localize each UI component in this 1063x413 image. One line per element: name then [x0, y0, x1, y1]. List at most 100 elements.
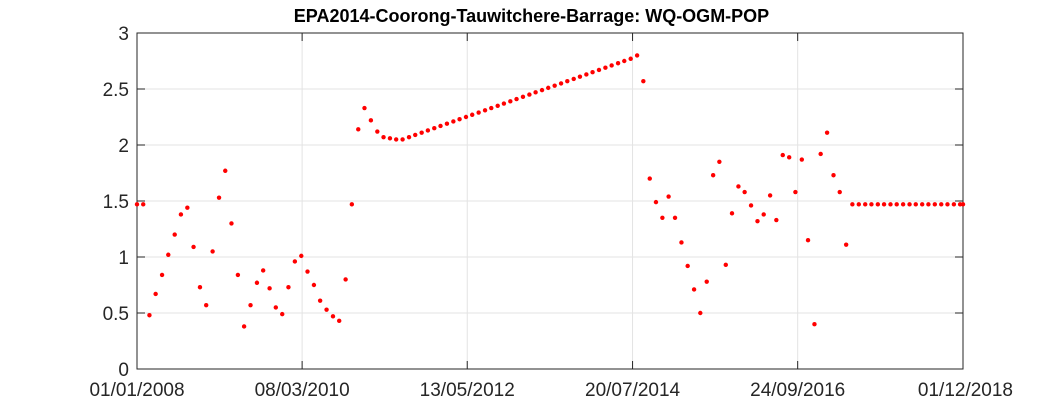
data-point: [780, 152, 785, 158]
data-point: [742, 189, 747, 195]
data-point: [799, 157, 805, 162]
data-point: [755, 218, 760, 224]
data-point: [444, 121, 450, 126]
data-point: [317, 298, 323, 303]
data-point: [717, 159, 722, 164]
data-point: [786, 155, 792, 160]
data-point: [552, 83, 557, 88]
data-point: [514, 96, 519, 102]
data-point: [761, 212, 766, 217]
data-point: [451, 119, 456, 124]
data-point: [546, 85, 551, 91]
data-point: [558, 81, 564, 86]
data-point: [387, 136, 393, 141]
data-point: [267, 286, 272, 291]
y-tick-label: 1.5: [103, 192, 129, 213]
data-point: [945, 202, 950, 207]
data-point: [248, 302, 253, 308]
data-series: [134, 53, 966, 329]
x-tick-label: 01/12/2018: [918, 380, 1013, 401]
data-point: [191, 244, 196, 250]
data-point: [153, 291, 158, 297]
data-point: [704, 279, 709, 284]
data-point: [622, 58, 627, 64]
data-point: [254, 280, 260, 285]
data-point: [482, 108, 488, 113]
data-point: [178, 212, 184, 217]
data-point: [837, 189, 842, 195]
data-point: [337, 318, 342, 324]
data-point: [501, 101, 507, 106]
data-point: [723, 262, 728, 268]
data-point: [197, 285, 203, 290]
data-point: [147, 313, 152, 318]
data-point: [907, 202, 912, 207]
data-point: [280, 311, 285, 317]
data-point: [381, 134, 386, 140]
x-tick-label: 08/03/2010: [255, 380, 350, 401]
y-tick-label: 1: [118, 248, 129, 269]
data-point: [343, 277, 348, 282]
data-point: [571, 76, 576, 82]
data-point: [438, 123, 443, 129]
data-point: [311, 282, 317, 288]
data-point: [362, 105, 367, 111]
y-tick-label: 2.5: [103, 80, 129, 101]
x-tick-label: 20/07/2014: [585, 380, 681, 401]
x-tick-label: 01/01/2008: [89, 380, 184, 401]
data-point: [495, 103, 500, 109]
data-point: [850, 202, 855, 207]
data-point: [647, 176, 652, 181]
data-point: [748, 203, 754, 208]
data-point: [305, 269, 310, 274]
data-point: [457, 117, 462, 122]
data-point: [356, 127, 361, 132]
data-point: [736, 184, 741, 189]
data-point: [425, 128, 431, 133]
data-point: [533, 90, 538, 95]
y-tick-label: 0: [118, 360, 129, 381]
data-point: [292, 259, 298, 264]
data-point: [856, 202, 861, 207]
data-point: [527, 92, 532, 97]
data-point: [223, 168, 228, 173]
y-axis: 0 0.5 1 1.5 2 2.5 3: [103, 24, 129, 381]
data-point: [393, 137, 399, 142]
data-point: [824, 130, 830, 135]
data-point: [241, 324, 247, 329]
data-point: [609, 63, 614, 68]
data-point: [520, 94, 526, 100]
data-point: [565, 78, 570, 84]
data-point: [229, 221, 234, 226]
data-point: [888, 202, 893, 207]
data-point: [894, 202, 899, 207]
data-point: [330, 314, 336, 319]
grid: [137, 33, 963, 369]
data-point: [843, 242, 849, 247]
data-point: [951, 202, 957, 207]
data-point: [926, 202, 931, 207]
data-point: [260, 268, 266, 273]
data-point: [710, 173, 716, 178]
data-point: [881, 202, 887, 207]
data-point: [273, 305, 279, 310]
x-tick-label: 24/09/2016: [750, 380, 845, 401]
data-point: [584, 72, 589, 77]
data-point: [805, 238, 811, 243]
data-point: [863, 202, 868, 207]
data-point: [831, 173, 836, 178]
data-point: [767, 193, 773, 198]
data-point: [939, 202, 944, 207]
data-point: [577, 74, 583, 79]
data-point: [299, 253, 304, 259]
data-point: [774, 217, 779, 223]
data-point: [698, 310, 703, 316]
data-point: [375, 129, 380, 134]
chart-title: EPA2014-Coorong-Tauwitchere-Barrage: WQ-…: [293, 6, 770, 26]
data-point: [932, 202, 938, 207]
data-point: [349, 202, 355, 207]
data-point: [679, 240, 684, 245]
data-point: [185, 205, 190, 210]
data-point: [400, 137, 405, 142]
data-point: [286, 285, 291, 290]
